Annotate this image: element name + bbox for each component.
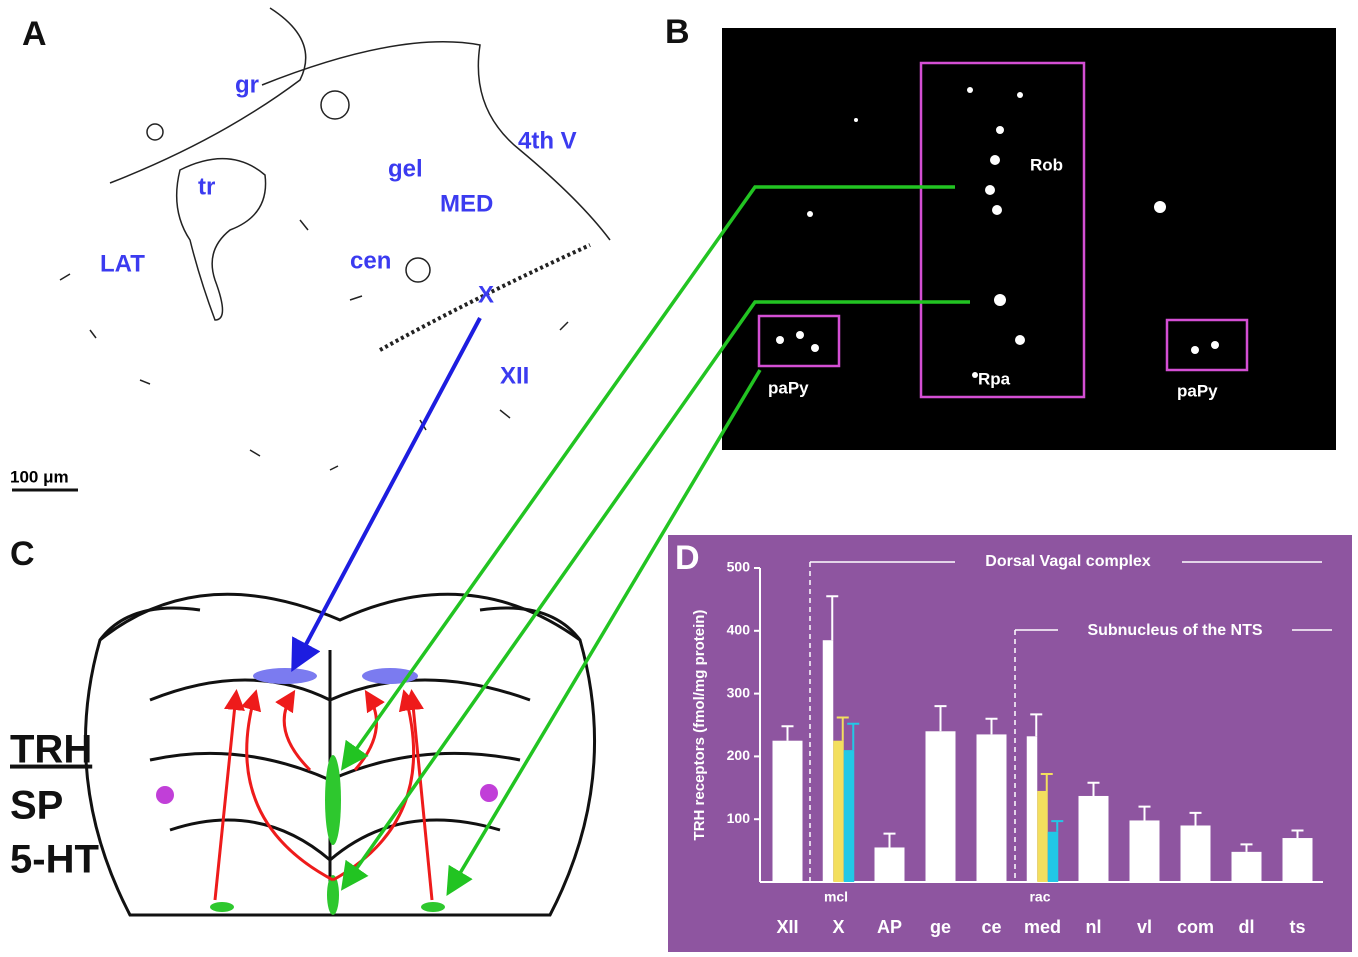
x-tick-label: X: [832, 917, 844, 937]
y-tick-label: 300: [727, 684, 751, 700]
region-label: paPy: [768, 378, 809, 397]
region-label: gel: [388, 155, 423, 182]
x-tick-label: nl: [1086, 917, 1102, 937]
annotation: mcl: [824, 889, 848, 905]
nucleus-marker: [156, 786, 174, 804]
region-label: 4th V: [518, 127, 577, 154]
annotation: Dorsal Vagal complex: [985, 553, 1151, 570]
bar: [1181, 825, 1211, 882]
bar: [1232, 852, 1262, 882]
bar: [1079, 796, 1109, 882]
panel-c-drawing: [85, 594, 594, 915]
bar: [977, 734, 1007, 882]
region-label: Rpa: [978, 369, 1011, 388]
y-axis-title: TRH receptors (fmol/mg protein): [691, 610, 708, 841]
bar: [844, 750, 855, 882]
red-arrows: [215, 695, 432, 900]
region-label: XII: [500, 362, 529, 389]
annotation: rac: [1029, 889, 1050, 905]
bar: [875, 847, 905, 882]
panel-a-drawing: [60, 8, 610, 470]
bar: [926, 731, 956, 882]
region-label: tr: [198, 173, 215, 200]
y-tick-label: 400: [727, 622, 751, 638]
x-tick-label: ts: [1289, 917, 1305, 937]
bar: [1037, 791, 1048, 882]
figure: A gr tr gel MED 4th V LAT cen X XII 100 …: [0, 0, 1358, 952]
region-label: MED: [440, 190, 493, 217]
bar: [773, 741, 803, 882]
x-tick-label: med: [1024, 917, 1061, 937]
region-label: Rob: [1030, 155, 1063, 174]
region-label: X: [478, 281, 494, 308]
nucleus-marker: [480, 784, 498, 802]
region-label: cen: [350, 247, 391, 274]
bar: [833, 741, 844, 882]
bar: [1027, 736, 1038, 882]
x-tick-label: vl: [1137, 917, 1152, 937]
x-tick-label: dl: [1239, 917, 1255, 937]
transmitter-label: SP: [10, 784, 63, 828]
panel-b-image: [722, 28, 1336, 450]
x-tick-label: com: [1177, 917, 1214, 937]
x-tick-label: XII: [776, 917, 798, 937]
panel-letter: B: [665, 13, 690, 51]
panel-letter: A: [22, 15, 47, 53]
y-tick-label: 100: [727, 810, 751, 826]
transmitter-label: 5-HT: [10, 838, 99, 882]
region-label: LAT: [100, 250, 145, 277]
annotation: Subnucleus of the NTS: [1087, 622, 1262, 639]
region-label: gr: [235, 71, 259, 98]
bar: [1048, 832, 1059, 882]
y-tick-label: 200: [727, 747, 751, 763]
nucleus-marker: [253, 668, 317, 684]
transmitter-label: TRH: [10, 728, 92, 772]
green-nuclei: [210, 755, 445, 915]
x-tick-label: AP: [877, 917, 902, 937]
panel-letter: C: [10, 535, 35, 573]
y-tick-label: 500: [727, 559, 751, 575]
x-tick-label: ce: [981, 917, 1001, 937]
panel-d-background: [668, 535, 1352, 952]
scale-label: 100 μm: [10, 467, 69, 486]
x-tick-label: ge: [930, 917, 951, 937]
region-label: paPy: [1177, 381, 1218, 400]
bar: [1130, 820, 1160, 882]
bar: [823, 640, 834, 882]
panel-letter: D: [675, 539, 700, 577]
bar: [1283, 838, 1313, 882]
